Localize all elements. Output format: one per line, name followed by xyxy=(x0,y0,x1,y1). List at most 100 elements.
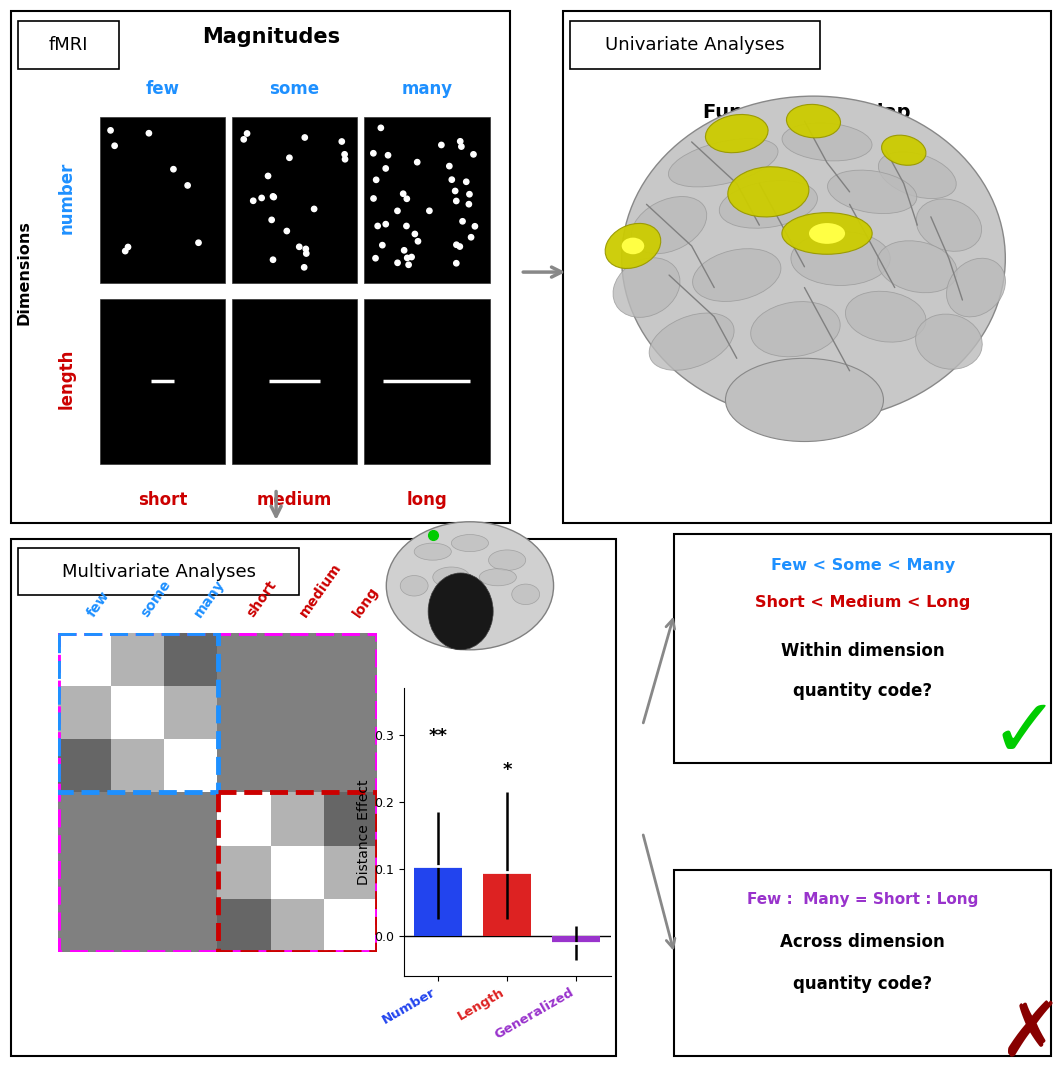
Bar xyxy=(218,792,377,952)
Circle shape xyxy=(378,125,383,130)
Circle shape xyxy=(371,196,376,202)
Text: **: ** xyxy=(429,728,447,745)
Ellipse shape xyxy=(489,550,526,571)
Ellipse shape xyxy=(881,136,926,165)
Ellipse shape xyxy=(512,584,539,605)
Ellipse shape xyxy=(632,196,706,254)
Text: Dimensions: Dimensions xyxy=(17,220,32,324)
Ellipse shape xyxy=(400,575,428,596)
Ellipse shape xyxy=(692,249,781,302)
Text: quantity code?: quantity code? xyxy=(793,683,932,700)
Ellipse shape xyxy=(791,232,890,286)
Circle shape xyxy=(125,244,131,250)
Text: Univariate Analyses: Univariate Analyses xyxy=(605,36,785,54)
Circle shape xyxy=(259,195,264,201)
Circle shape xyxy=(405,255,410,260)
Circle shape xyxy=(459,144,464,149)
Ellipse shape xyxy=(782,123,872,161)
Circle shape xyxy=(296,244,302,250)
Ellipse shape xyxy=(428,573,493,650)
Ellipse shape xyxy=(433,567,469,588)
Text: ✗: ✗ xyxy=(998,999,1062,1067)
Bar xyxy=(552,936,600,943)
Circle shape xyxy=(147,130,152,136)
Circle shape xyxy=(468,235,474,240)
Circle shape xyxy=(271,194,276,200)
Circle shape xyxy=(311,206,316,211)
Ellipse shape xyxy=(877,241,957,292)
Bar xyxy=(100,117,225,283)
Text: quantity code?: quantity code? xyxy=(793,975,932,992)
Bar xyxy=(58,633,218,792)
Circle shape xyxy=(400,191,406,196)
Circle shape xyxy=(342,152,347,157)
Circle shape xyxy=(395,260,400,266)
Circle shape xyxy=(304,251,309,256)
Circle shape xyxy=(427,208,432,213)
Bar xyxy=(570,21,820,69)
Bar xyxy=(674,534,1051,763)
Circle shape xyxy=(409,254,414,259)
Ellipse shape xyxy=(727,166,809,217)
Ellipse shape xyxy=(809,223,845,244)
Ellipse shape xyxy=(451,535,489,552)
Bar xyxy=(674,870,1051,1056)
Circle shape xyxy=(383,165,389,171)
Text: Magnitudes: Magnitudes xyxy=(202,28,340,47)
Circle shape xyxy=(404,223,409,228)
Bar xyxy=(100,299,225,464)
Text: medium: medium xyxy=(257,491,331,509)
Y-axis label: Distance Effect: Distance Effect xyxy=(357,780,371,885)
Circle shape xyxy=(460,219,465,224)
Circle shape xyxy=(473,224,478,229)
Circle shape xyxy=(453,198,459,204)
Ellipse shape xyxy=(414,543,451,560)
Circle shape xyxy=(266,173,271,178)
Circle shape xyxy=(467,192,473,197)
Circle shape xyxy=(439,142,444,147)
Circle shape xyxy=(415,239,421,244)
Text: ✓: ✓ xyxy=(990,692,1060,774)
Text: some: some xyxy=(269,80,320,98)
Ellipse shape xyxy=(621,238,645,254)
Circle shape xyxy=(401,248,407,253)
Ellipse shape xyxy=(946,258,1006,317)
Bar xyxy=(232,117,357,283)
Circle shape xyxy=(453,242,459,248)
Circle shape xyxy=(244,131,250,137)
Bar xyxy=(414,865,462,936)
Circle shape xyxy=(269,218,274,223)
Circle shape xyxy=(195,240,201,245)
Bar xyxy=(364,117,490,283)
Ellipse shape xyxy=(725,359,884,442)
Bar xyxy=(563,11,1051,523)
Circle shape xyxy=(302,265,307,270)
Circle shape xyxy=(251,198,256,204)
Ellipse shape xyxy=(387,522,553,650)
Circle shape xyxy=(374,177,379,182)
Text: long: long xyxy=(350,584,381,620)
Text: medium: medium xyxy=(297,560,345,620)
Ellipse shape xyxy=(915,314,982,369)
Ellipse shape xyxy=(621,96,1006,420)
Circle shape xyxy=(383,222,389,227)
Circle shape xyxy=(457,244,462,250)
Ellipse shape xyxy=(787,105,840,138)
Circle shape xyxy=(380,242,386,248)
Bar xyxy=(18,548,299,595)
Circle shape xyxy=(171,166,176,172)
Ellipse shape xyxy=(719,180,818,228)
Circle shape xyxy=(302,134,307,140)
Text: number: number xyxy=(58,161,75,234)
Circle shape xyxy=(271,194,276,200)
Ellipse shape xyxy=(613,258,680,317)
Text: short: short xyxy=(244,578,279,620)
Text: many: many xyxy=(401,80,452,98)
Circle shape xyxy=(371,150,376,156)
Text: length: length xyxy=(58,349,75,409)
Circle shape xyxy=(452,188,458,193)
Circle shape xyxy=(449,177,455,182)
Circle shape xyxy=(386,153,391,158)
Bar xyxy=(18,21,119,69)
Text: many: many xyxy=(191,576,227,620)
